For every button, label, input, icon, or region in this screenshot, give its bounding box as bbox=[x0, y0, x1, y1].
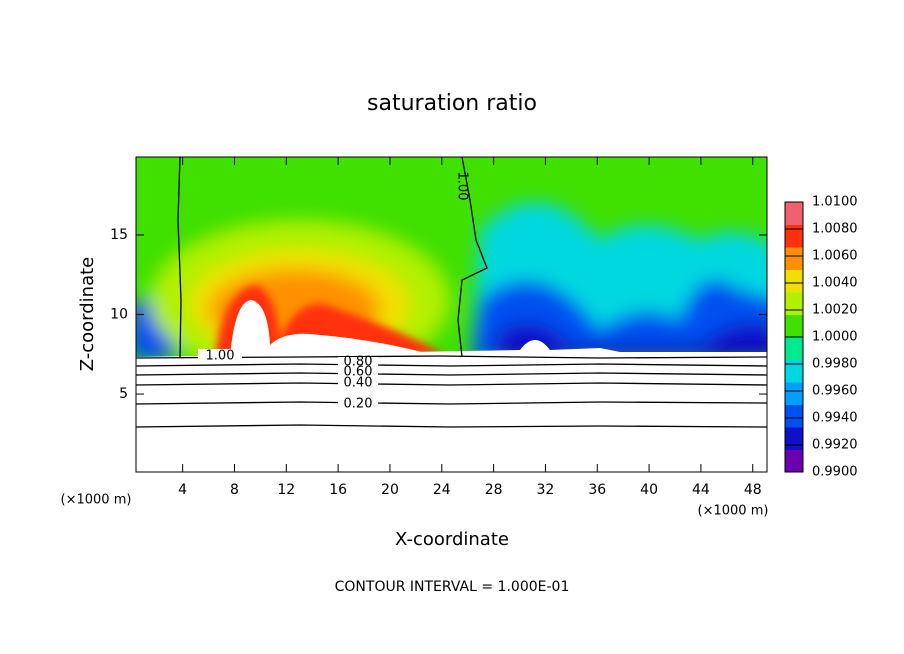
colorbar-band bbox=[785, 404, 803, 428]
chart-title: saturation ratio bbox=[367, 91, 537, 116]
contour-line bbox=[136, 355, 767, 359]
x-tick-label: 32 bbox=[537, 482, 555, 498]
colorbar-tick-label: 0.9920 bbox=[812, 438, 858, 453]
x-unit-label: (×1000 m) bbox=[61, 493, 132, 508]
x-tick-label: 24 bbox=[433, 482, 451, 498]
footer-note: CONTOUR INTERVAL = 1.000E-01 bbox=[335, 579, 570, 595]
contour-line bbox=[136, 424, 767, 428]
x-tick-label: 4 bbox=[178, 482, 187, 498]
y-axis-label: Z-coordinate bbox=[77, 257, 98, 372]
contour-label: 0.20 bbox=[344, 397, 373, 412]
contour-label: 1.00 bbox=[455, 172, 470, 201]
x-tick-label: 28 bbox=[485, 482, 503, 498]
colorbar-tick-label: 0.9900 bbox=[812, 465, 858, 480]
x-tick-label: 20 bbox=[381, 482, 399, 498]
contour-line bbox=[457, 157, 488, 358]
colorbar-tick-label: 0.9980 bbox=[812, 357, 858, 372]
x-tick-label: 36 bbox=[588, 482, 606, 498]
y-tick-label: 15 bbox=[110, 227, 128, 243]
contour-line bbox=[136, 372, 767, 376]
colorbar-tick-label: 1.0040 bbox=[812, 276, 858, 291]
x-tick-label: 44 bbox=[692, 482, 710, 498]
colorbar-tick-label: 1.0000 bbox=[812, 330, 858, 345]
colorbar-band bbox=[785, 427, 803, 450]
colorbar-band bbox=[785, 359, 803, 383]
colorbar-band bbox=[785, 337, 803, 360]
contour-line bbox=[177, 157, 182, 358]
x-unit-label: (×1000 m) bbox=[698, 504, 769, 519]
y-tick-label: 10 bbox=[110, 307, 128, 323]
colorbar-band bbox=[785, 269, 803, 293]
colorbar-band bbox=[785, 449, 803, 473]
colorbar-band bbox=[785, 224, 803, 248]
colorbar-tick-label: 1.0060 bbox=[812, 249, 858, 264]
contour-label: 0.60 bbox=[344, 365, 373, 380]
field: 1.00 1.00 0.80 0.60 0.40 0.20 bbox=[136, 157, 767, 472]
contour-label: 0.80 bbox=[344, 355, 373, 370]
x-tick-label: 16 bbox=[329, 482, 347, 498]
x-tick-label: 8 bbox=[230, 482, 239, 498]
colorbar-band bbox=[785, 247, 803, 270]
colorbar-band bbox=[785, 382, 803, 405]
colorbar-band bbox=[785, 314, 803, 338]
colorbar-tick-label: 1.0020 bbox=[812, 303, 858, 318]
colorbar-tick-label: 0.9960 bbox=[812, 384, 858, 399]
contour-label: 0.40 bbox=[344, 376, 373, 391]
contour-line bbox=[136, 363, 767, 367]
contour-line bbox=[136, 382, 767, 386]
colorbar-tick-label: 1.0100 bbox=[812, 195, 858, 210]
x-axis-label: X-coordinate bbox=[395, 529, 509, 550]
colorbar-tick-label: 1.0080 bbox=[812, 222, 858, 237]
colorbar-band bbox=[785, 202, 803, 225]
contour-label: 1.00 bbox=[206, 349, 235, 364]
x-tick-label: 48 bbox=[744, 482, 762, 498]
colorbar-tick-label: 0.9940 bbox=[812, 411, 858, 426]
y-tick-label: 5 bbox=[119, 386, 128, 402]
x-tick-label: 40 bbox=[640, 482, 658, 498]
x-tick-label: 12 bbox=[277, 482, 295, 498]
colorbar-band bbox=[785, 292, 803, 315]
axes: 4 8 12 16 20 24 28 32 36 40 44 48510150.99000.99200… bbox=[110, 157, 858, 498]
contour-line bbox=[136, 401, 767, 405]
